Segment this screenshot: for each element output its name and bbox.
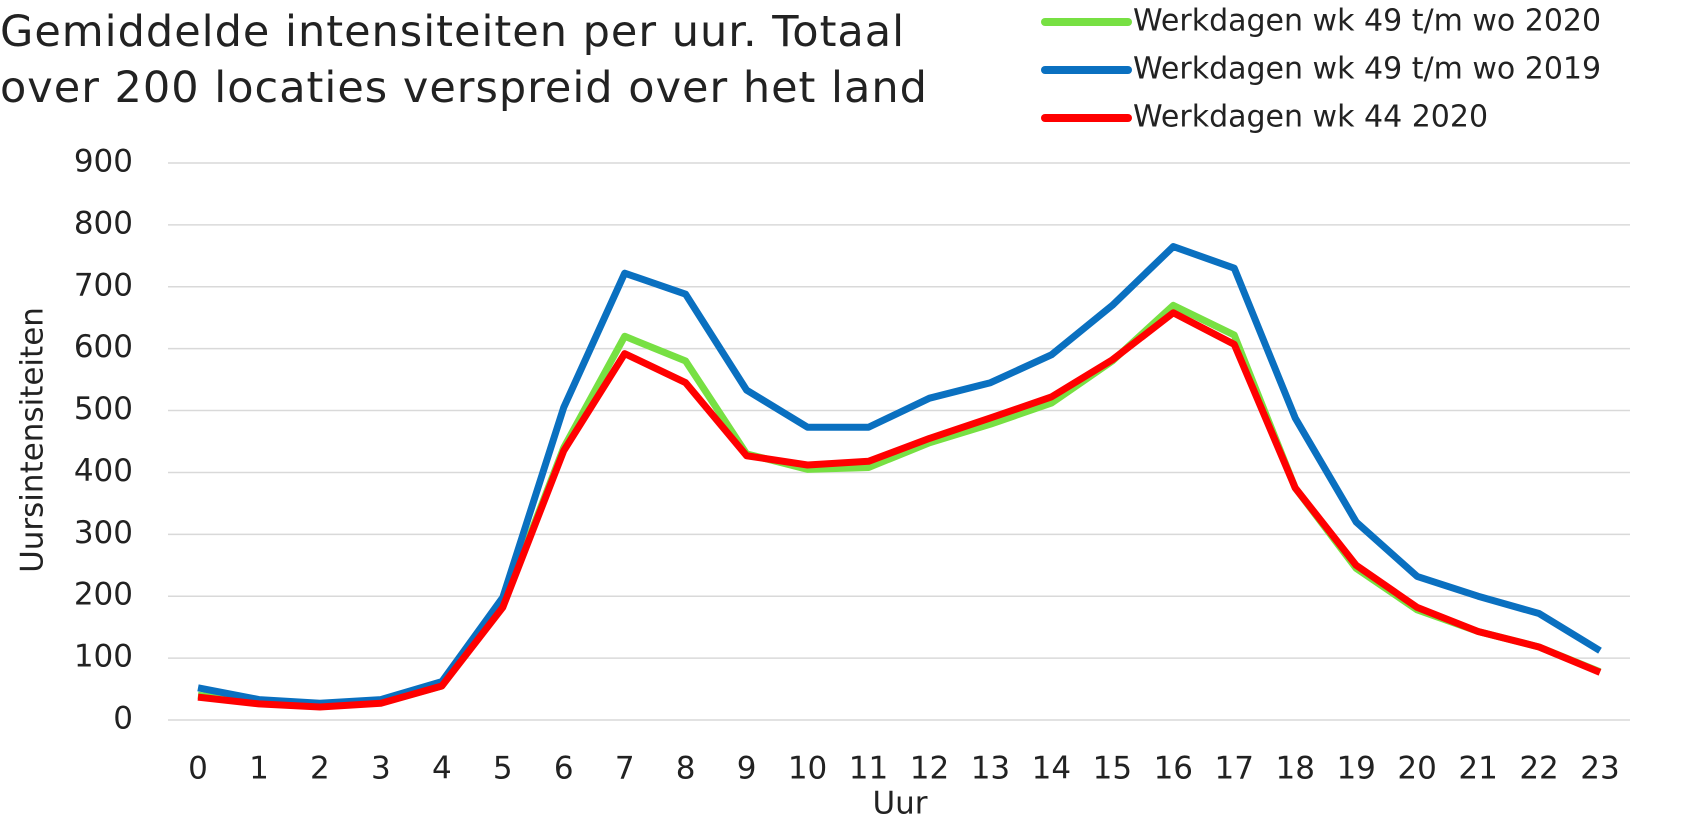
x-tick-label: 22	[1519, 751, 1558, 787]
x-tick-label: 16	[1154, 751, 1193, 787]
x-tick-label: 4	[432, 751, 452, 787]
x-tick-label: 23	[1580, 751, 1619, 787]
x-tick-label: 6	[554, 751, 574, 787]
x-tick-label: 18	[1275, 751, 1314, 787]
x-tick-label: 10	[788, 751, 827, 787]
x-tick-label: 17	[1215, 751, 1254, 787]
y-tick-label: 800	[74, 205, 133, 241]
legend-label: Werkdagen wk 49 t/m wo 2020	[1133, 4, 1601, 39]
series-line	[197, 301, 1602, 710]
x-tick-label: 15	[1093, 751, 1132, 787]
x-tick-label: 7	[615, 751, 635, 787]
x-tick-label: 1	[249, 751, 269, 787]
x-tick-label: 14	[1032, 751, 1071, 787]
y-axis-label: Uursintensiteiten	[15, 307, 51, 573]
x-tick-label: 21	[1458, 751, 1497, 787]
legend-label: Werkdagen wk 49 t/m wo 2019	[1133, 52, 1601, 87]
x-tick-label: 11	[849, 751, 888, 787]
y-tick-label: 300	[74, 515, 133, 551]
y-tick-label: 900	[74, 144, 133, 180]
series-line	[197, 309, 1602, 711]
x-tick-label: 5	[493, 751, 513, 787]
x-tick-label: 12	[910, 751, 949, 787]
y-tick-label: 0	[113, 701, 133, 737]
y-tick-label: 200	[74, 577, 133, 613]
x-tick-label: 13	[971, 751, 1010, 787]
y-tick-label: 600	[74, 329, 133, 365]
x-tick-label: 3	[371, 751, 391, 787]
series-line	[197, 243, 1602, 707]
y-tick-label: 400	[74, 453, 133, 489]
x-tick-label: 8	[676, 751, 696, 787]
x-tick-label: 0	[188, 751, 208, 787]
x-tick-label: 20	[1397, 751, 1436, 787]
y-tick-label: 500	[74, 391, 133, 427]
x-tick-label: 9	[737, 751, 757, 787]
legend-label: Werkdagen wk 44 2020	[1133, 100, 1488, 135]
x-axis-label: Uur	[872, 786, 927, 822]
x-tick-label: 19	[1336, 751, 1375, 787]
y-tick-label: 100	[74, 639, 133, 675]
y-tick-label: 700	[74, 267, 133, 303]
chart-title: Gemiddelde intensiteiten per uur. Totaal…	[0, 7, 928, 113]
x-tick-label: 2	[310, 751, 330, 787]
